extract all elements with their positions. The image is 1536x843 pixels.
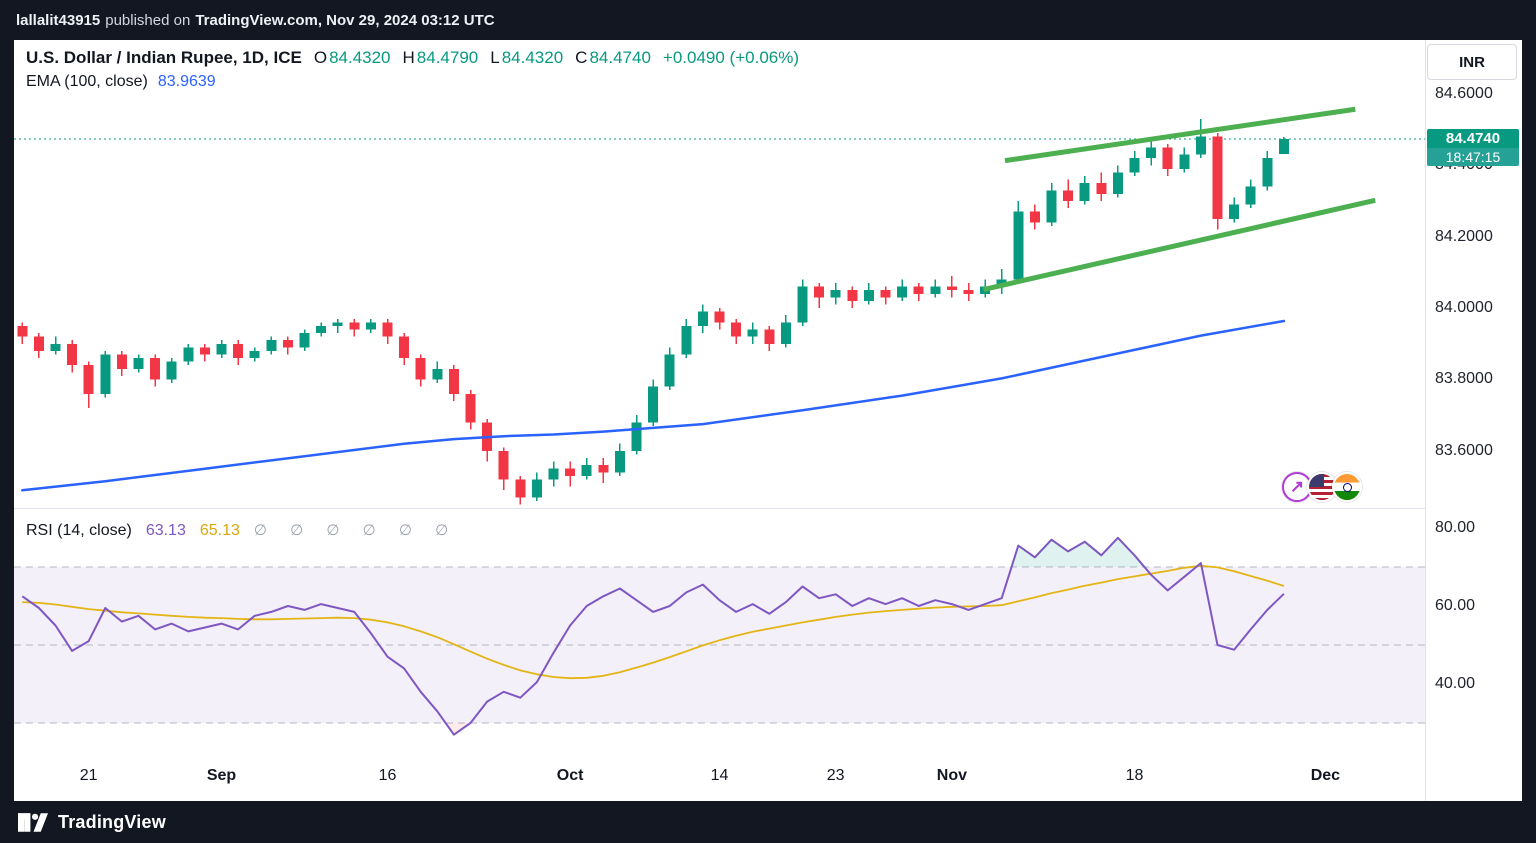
- ohlc-close: C 84.4740: [575, 48, 651, 67]
- time-axis[interactable]: 21 Sep 16 Oct 14 23 Nov 18 Dec: [14, 758, 1425, 801]
- rsi-chart-canvas[interactable]: [14, 508, 1425, 758]
- chart-panel: U.S. Dollar / Indian Rupee, 1D, ICE O 84.…: [14, 40, 1522, 801]
- symbol-logos: ↗: [1282, 472, 1374, 508]
- rsi-ma-line[interactable]: [22, 564, 1285, 680]
- time-tick-label: 21: [79, 767, 98, 784]
- time-tick-label: 18: [1125, 767, 1144, 784]
- price-change: +0.0490 (+0.06%): [662, 48, 800, 67]
- publish-text: published on: [105, 11, 191, 29]
- time-tick-label: Sep: [206, 767, 237, 784]
- publish-source-date: TradingView.com, Nov 29, 2024 03:12 UTC: [195, 11, 495, 29]
- rsi-tick-label: 60.00: [1435, 597, 1476, 614]
- time-tick-label: Nov: [936, 767, 967, 784]
- rsi-hidden-values: ∅ ∅ ∅ ∅ ∅ ∅: [253, 522, 454, 539]
- price-tick-label: 84.0000: [1435, 299, 1493, 317]
- ema-line[interactable]: [21, 319, 1286, 492]
- publish-bar: lallalit43915 published on TradingView.c…: [0, 0, 1536, 40]
- time-tick-label: Oct: [556, 767, 584, 784]
- tradingview-wordmark[interactable]: TradingView: [58, 811, 166, 832]
- symbol-title[interactable]: U.S. Dollar / Indian Rupee, 1D, ICE: [26, 48, 302, 67]
- price-tick-label: 83.8000: [1435, 370, 1493, 388]
- trendline-lower[interactable]: [982, 197, 1376, 292]
- ema-value: 83.9639: [157, 73, 216, 90]
- inr-flag-icon: [1332, 472, 1362, 502]
- trendline-upper[interactable]: [1004, 106, 1356, 164]
- ohlc-open: O 84.4320: [313, 48, 391, 67]
- bar-countdown: 18:47:15: [1427, 147, 1519, 166]
- current-price-value: 84.4740: [1427, 128, 1519, 148]
- price-tick-label: 84.6000: [1435, 84, 1493, 102]
- rsi-tick-label: 80.00: [1435, 519, 1476, 536]
- price-tick-label: 84.2000: [1435, 227, 1493, 245]
- rsi-band: [14, 567, 1425, 724]
- candles: [17, 118, 1289, 505]
- tradingview-footer: TradingView: [0, 801, 1536, 843]
- usd-flag-canton: [1309, 474, 1324, 487]
- ohlc-low: L 84.4320: [490, 48, 564, 67]
- rsi-indicator-label[interactable]: RSI (14, close): [26, 522, 132, 539]
- tradingview-logo[interactable]: [18, 812, 48, 832]
- rsi-ma-value: 65.13: [199, 522, 240, 539]
- time-tick-label: 16: [378, 767, 397, 784]
- price-tick-label: 83.6000: [1435, 441, 1493, 459]
- rsi-legend: RSI (14, close) 63.13 65.13 ∅ ∅ ∅ ∅ ∅ ∅: [26, 521, 453, 540]
- current-price-label[interactable]: 84.4740 18:47:15: [1427, 128, 1519, 166]
- inr-flag-chakra: [1342, 482, 1352, 492]
- time-tick-label: Dec: [1310, 767, 1341, 784]
- symbol-legend: U.S. Dollar / Indian Rupee, 1D, ICE O 84.…: [26, 48, 799, 91]
- time-tick-label: 23: [826, 767, 845, 784]
- ema-indicator-label[interactable]: EMA (100, close): [26, 73, 148, 90]
- price-axis-separator: [1425, 40, 1426, 801]
- currency-button[interactable]: INR: [1427, 44, 1517, 80]
- rsi-line[interactable]: [21, 536, 1285, 736]
- rsi-tick-label: 40.00: [1435, 675, 1476, 692]
- time-tick-label: 14: [710, 767, 729, 784]
- ohlc-high: H 84.4790: [402, 48, 479, 67]
- price-chart-canvas[interactable]: [14, 40, 1425, 508]
- pane-separator[interactable]: [14, 508, 1522, 509]
- publisher-username: lallalit43915: [16, 11, 101, 29]
- price-axis[interactable]: INR 84.4740 18:47:15 84.600084.400084.20…: [1426, 40, 1522, 801]
- rsi-value: 63.13: [145, 522, 186, 539]
